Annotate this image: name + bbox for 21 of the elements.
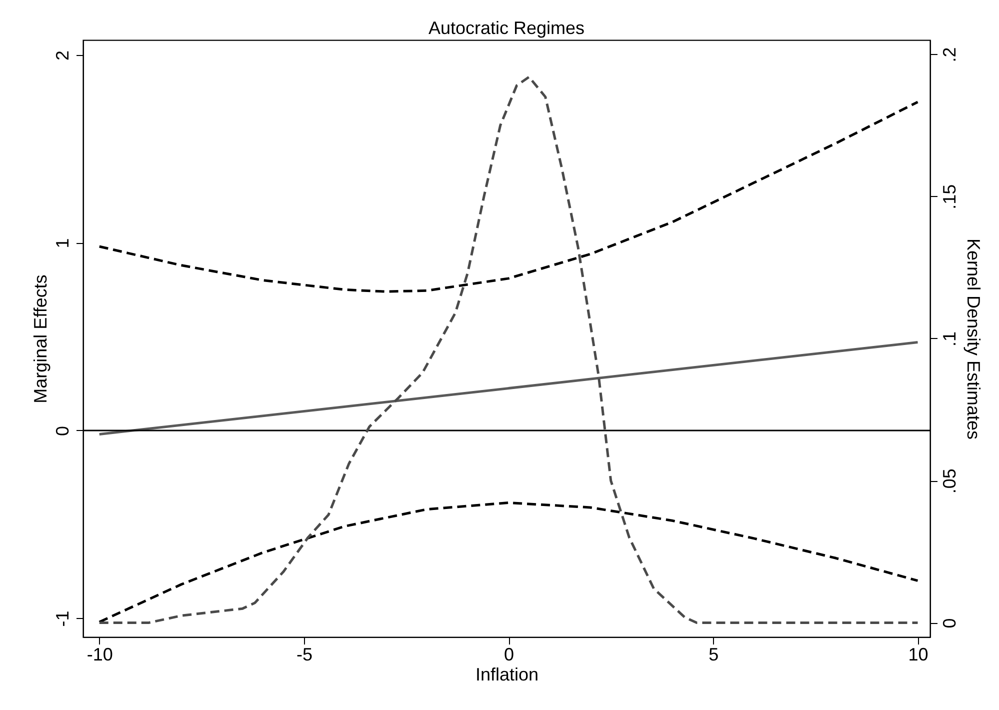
x-tick-label: -10: [86, 644, 113, 664]
y2-tick-label: .05: [940, 468, 960, 494]
y-tick-label: 1: [52, 238, 72, 248]
y2-tick-label: .2: [940, 47, 960, 62]
y-tick-label: 2: [52, 50, 72, 61]
line-series: [98, 100, 919, 293]
y2-tick-label: .1: [940, 331, 960, 347]
y-tick-label: 0: [52, 426, 72, 436]
y2-axis-title: Kernel Density Estimates: [964, 238, 984, 440]
x-tick-label: 0: [504, 644, 514, 664]
x-tick-label: 5: [708, 644, 719, 664]
x-axis-title: Inflation: [475, 664, 539, 684]
line-series: [98, 502, 919, 624]
y2-tick-label: 0: [940, 618, 960, 628]
y-tick-label: -1: [52, 610, 72, 627]
chart-title: Autocratic Regimes: [428, 18, 585, 38]
y-axis-title: Marginal Effects: [30, 274, 50, 404]
x-tick-label: -5: [296, 644, 312, 664]
line-series: [98, 76, 919, 624]
y2-tick-label: .15: [940, 184, 960, 210]
x-tick-label: 10: [908, 644, 928, 664]
